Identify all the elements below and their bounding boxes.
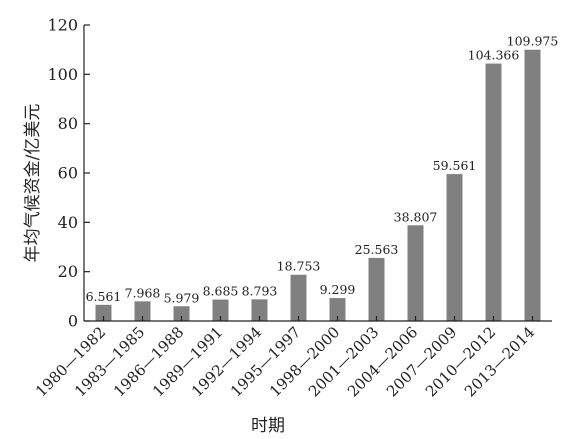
bar — [95, 304, 112, 321]
bar — [212, 299, 229, 321]
y-tick-label: 60 — [58, 164, 78, 183]
bars — [95, 49, 541, 321]
bar — [407, 225, 424, 321]
y-tick-label: 40 — [58, 213, 78, 232]
bar — [329, 298, 346, 321]
data-label: 8.793 — [242, 283, 278, 298]
data-labels: 6.561 7.968 5.979 8.685 8.793 18.753 9.299 25.5… — [86, 34, 559, 306]
data-label: 6.561 — [86, 289, 122, 304]
y-axis-title: 年均气候资金/亿美元 — [23, 104, 43, 263]
y-tick-label: 80 — [58, 114, 78, 133]
data-label: 104.366 — [468, 48, 520, 63]
bar — [368, 257, 385, 321]
data-label: 59.561 — [433, 158, 477, 173]
data-label: 5.979 — [164, 290, 200, 305]
data-label: 18.753 — [277, 259, 321, 274]
data-label: 8.685 — [203, 284, 239, 299]
y-tick-label: 0 — [68, 312, 78, 331]
y-tick-label: 120 — [47, 16, 78, 35]
bar — [251, 299, 268, 321]
bar — [173, 306, 190, 321]
bar — [134, 301, 151, 321]
data-label: 38.807 — [394, 209, 438, 224]
data-label: 9.299 — [320, 282, 356, 297]
y-axis-ticks: 0 20 40 60 80 100 120 — [47, 16, 90, 331]
y-tick-label: 100 — [47, 65, 78, 84]
bar — [446, 174, 463, 321]
data-label: 25.563 — [355, 242, 399, 257]
y-tick-label: 20 — [58, 262, 78, 281]
x-axis-title: 时期 — [251, 416, 285, 436]
bar — [524, 49, 541, 321]
bar — [485, 63, 502, 321]
data-label: 109.975 — [507, 34, 559, 49]
x-axis-ticks: 1980—19821983—19851986—19881989—19911992… — [32, 316, 538, 400]
data-label: 7.968 — [125, 285, 161, 300]
bar — [290, 274, 307, 321]
